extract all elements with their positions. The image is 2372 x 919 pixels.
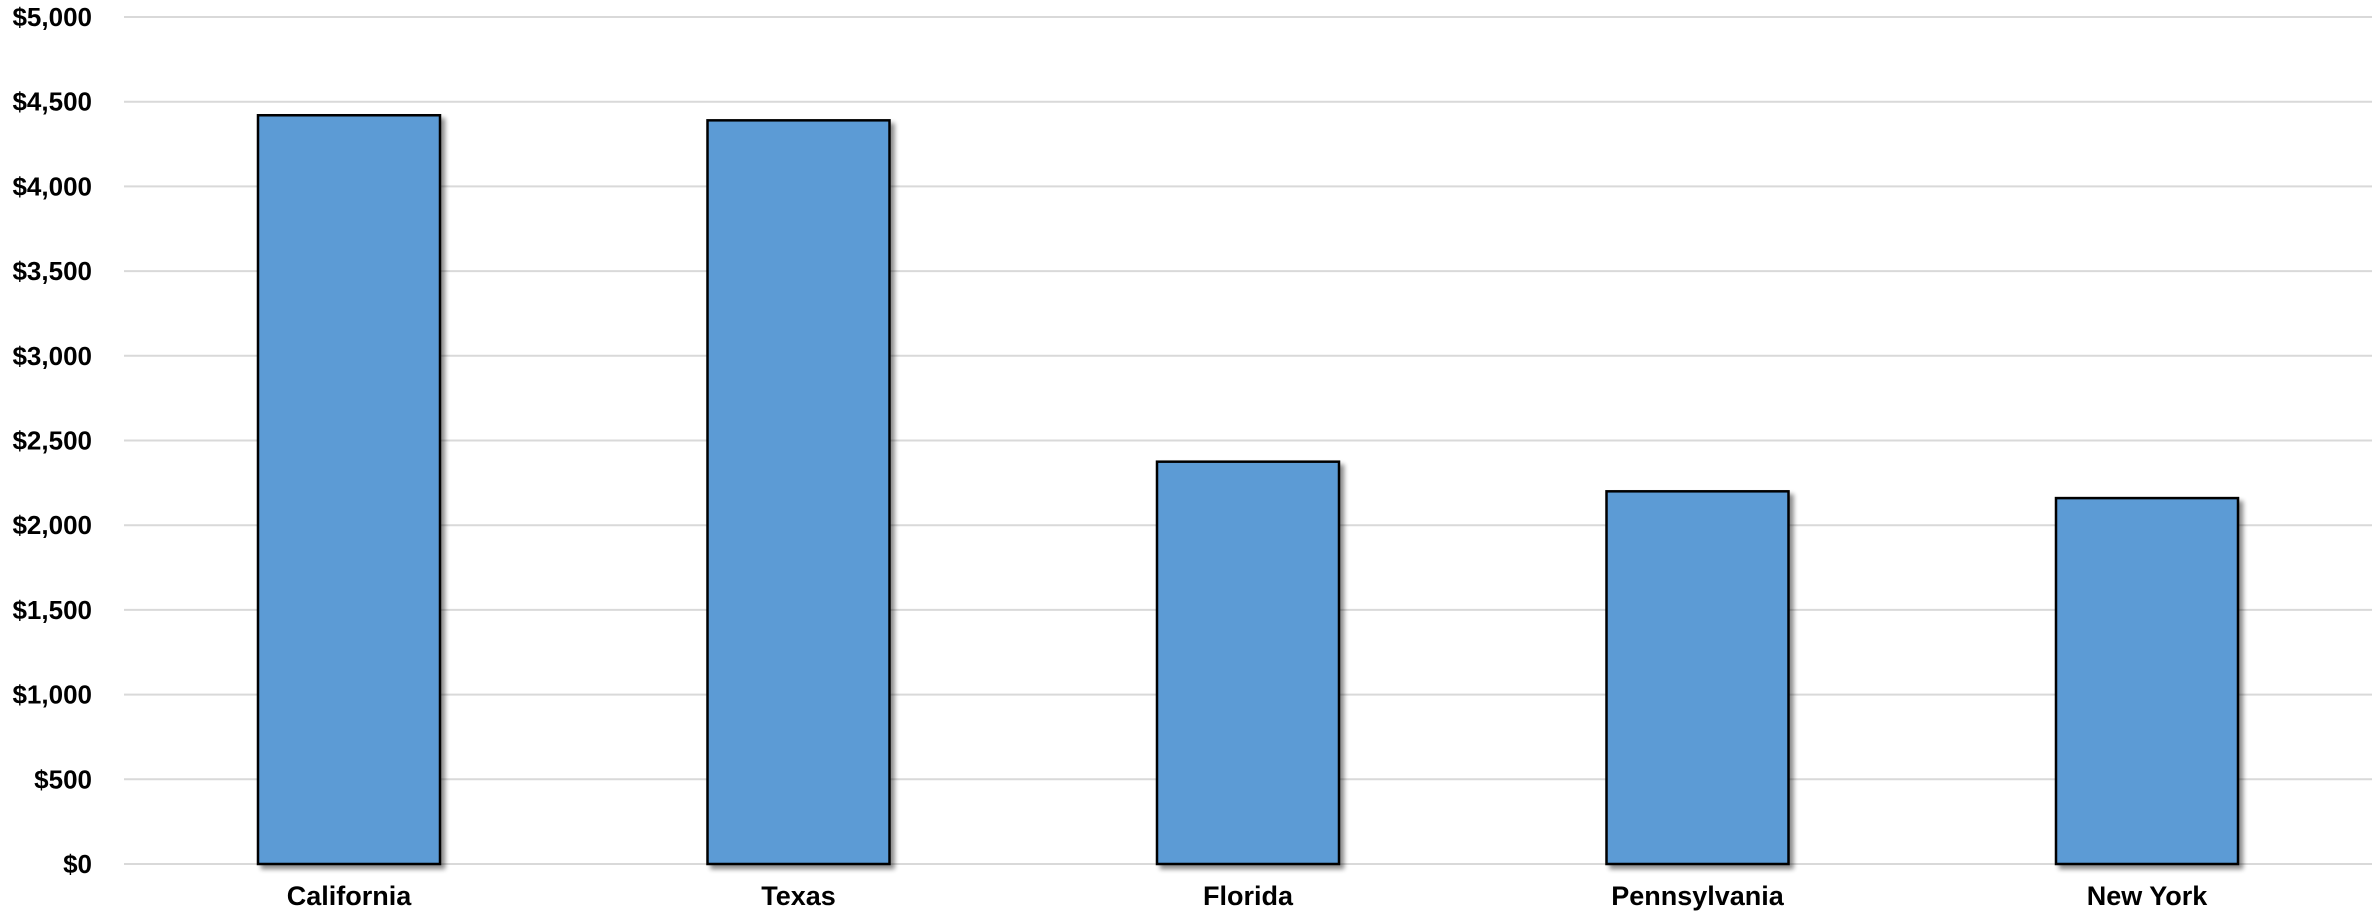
y-axis-tick-labels: $0 $500 $1,000 $1,500 $2,000 $2,500 $3,000 $3,5… (12, 2, 92, 879)
y-tick-label: $3,000 (12, 341, 92, 371)
y-tick-label: $4,000 (12, 171, 92, 201)
bar-new-york (2054, 496, 2240, 866)
bar-pennsylvania (1605, 490, 1790, 866)
x-tick-label-new-york: New York (2087, 881, 2209, 911)
y-tick-label: $2,500 (12, 426, 92, 456)
x-axis-category-labels: California Texas Florida Pennsylvania New Yo… (287, 881, 2209, 911)
y-tick-label: $0 (63, 849, 92, 879)
y-tick-label: $500 (34, 764, 92, 794)
y-tick-label: $3,500 (12, 256, 92, 286)
y-tick-label: $4,500 (12, 87, 92, 117)
x-tick-label-pennsylvania: Pennsylvania (1611, 881, 1785, 911)
bar-texas (706, 119, 891, 866)
bar-florida (1155, 460, 1341, 866)
bars (256, 114, 2240, 866)
y-tick-label: $5,000 (12, 2, 92, 32)
y-tick-label: $1,000 (12, 680, 92, 710)
x-tick-label-texas: Texas (761, 881, 836, 911)
bar-california (256, 114, 442, 866)
y-tick-label: $1,500 (12, 595, 92, 625)
x-tick-label-florida: Florida (1203, 881, 1294, 911)
x-tick-label-california: California (287, 881, 413, 911)
y-tick-label: $2,000 (12, 510, 92, 540)
